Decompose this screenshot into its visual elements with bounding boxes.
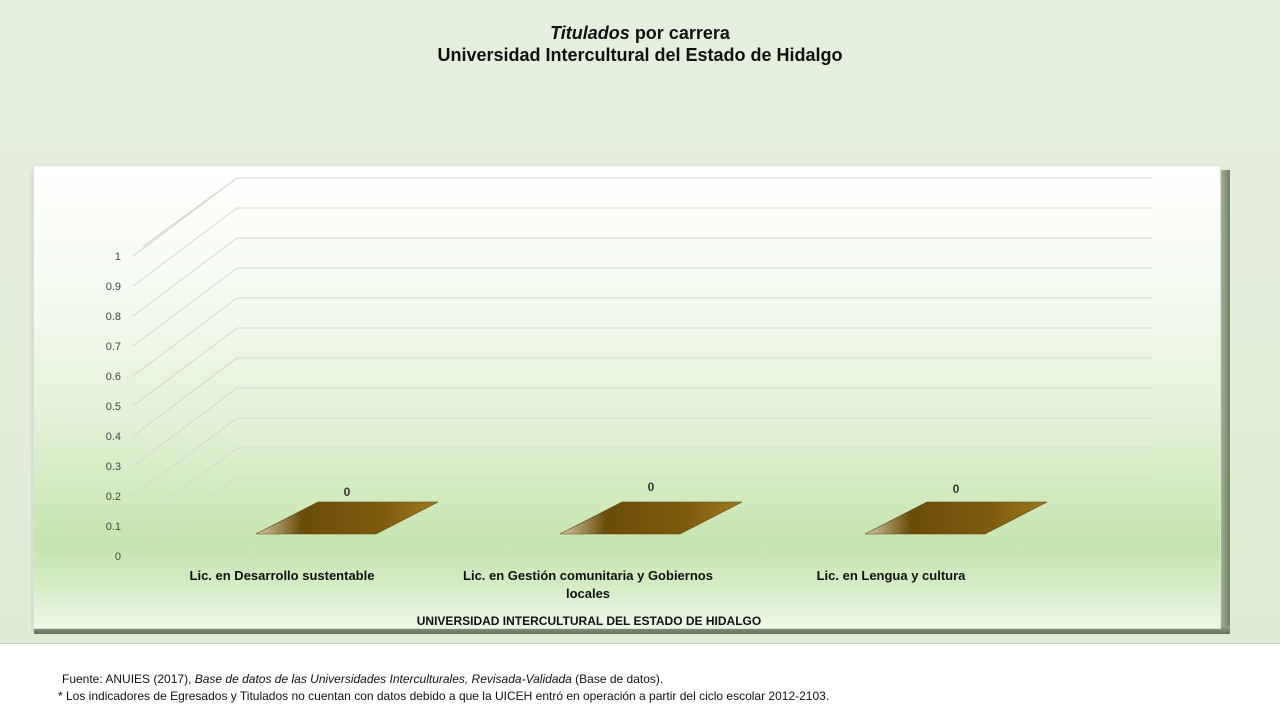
y-tick-label: 0.4 [106,431,121,443]
gridline-side [132,177,238,257]
gridline-side [132,297,238,377]
gridline-side [132,327,238,407]
gridline-side [132,207,238,287]
data-label: 0 [344,485,351,499]
chart-panel [34,166,1220,628]
category-label-desarrollo: Lic. en Desarrollo sustentable [189,568,375,583]
bar-1 [559,501,743,535]
x-axis-title: UNIVERSIDAD INTERCULTURAL DEL ESTADO DE … [416,614,762,628]
y-tick-label: 0.7 [106,341,121,353]
gridline-side [132,447,238,527]
title-rest: por carrera [629,23,730,43]
bar-2 [864,501,1048,535]
y-tick-label: 0.2 [106,491,121,503]
category-label-lengua: Lic. en Lengua y cultura [816,568,966,583]
gridline-side [132,357,238,437]
gridline-side [132,237,238,317]
panel-right-edge [1218,170,1230,632]
data-label: 0 [648,480,655,494]
y-tick-label: 0.3 [106,461,121,473]
y-tick-label: 0.9 [106,281,121,293]
panel-left-edge [28,170,36,632]
category-label-gestion: Lic. en Gestión comunitaria y Gobiernos … [463,568,713,601]
panel-bottom-edge [34,626,1230,634]
data-label: 0 [953,482,960,496]
y-tick-label: 0.5 [106,401,121,413]
y-tick-label: 0.6 [106,371,121,383]
gridline-side [132,267,238,347]
y-tick-label: 0.1 [106,521,121,533]
y-tick-label: 0 [115,551,121,563]
y-tick-label: 1 [115,251,121,263]
bar-0 [255,501,439,535]
title-italic-word: Titulados [550,23,630,43]
y-tick-label: 0.8 [106,311,121,323]
chart-title-line1: Titulados por carrera [0,22,1280,44]
chart-title-line2: Universidad Intercultural del Estado de … [437,45,843,65]
gridline-side [132,477,238,557]
chart-plot-area: 0 0.1 0.2 0.3 0.4 0.5 0.6 0.7 0.8 0.9 1 0 0 0 [106,177,1152,563]
gridline-side [132,417,238,497]
source-note: Fuente: ANUIES (2017), Base de datos de … [62,672,664,686]
footnote: * Los indicadores de Egresados y Titulad… [58,689,830,703]
gridline-side [132,387,238,467]
